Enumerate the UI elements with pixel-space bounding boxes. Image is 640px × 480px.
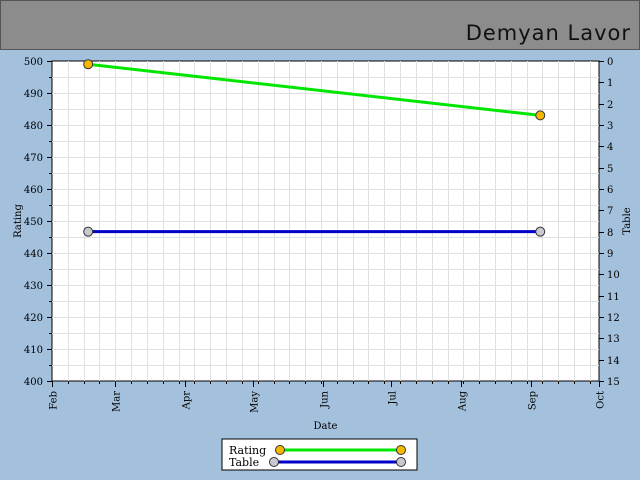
- y-tick-label-left: 490: [24, 89, 43, 100]
- data-point-rating: [535, 110, 546, 121]
- y-tick-label-right: 10: [607, 270, 620, 281]
- y-tick-label-left: 470: [24, 153, 43, 164]
- legend-label-rating: Rating: [229, 444, 266, 457]
- y-tick-label-right: 0: [607, 57, 613, 68]
- data-point-table: [535, 226, 546, 237]
- x-tick-label: Oct: [596, 391, 607, 409]
- y-tick-label-left: 460: [24, 185, 43, 196]
- data-point-table: [83, 226, 94, 237]
- legend: [221, 438, 418, 471]
- series-line-rating: [87, 62, 541, 117]
- legend-marker-rating: [275, 445, 285, 455]
- player-name-title: Demyan Lavor: [465, 21, 631, 45]
- y-tick-label-right: 12: [607, 313, 620, 324]
- y-tick-label-right: 3: [607, 121, 613, 132]
- x-axis-ticks: [52, 381, 600, 387]
- y-tick-label-left: 450: [24, 217, 43, 228]
- y-axis-right-ticks: [599, 61, 604, 382]
- y-tick-label-left: 440: [24, 249, 43, 260]
- y-tick-label-right: 1: [607, 78, 613, 89]
- x-tick-label: Mar: [112, 391, 123, 412]
- header-bar: Demyan Lavor: [0, 0, 640, 50]
- y-axis-left-title: Rating: [13, 204, 24, 238]
- y-tick-label-right: 4: [607, 142, 613, 153]
- x-tick-label: Jul: [388, 391, 399, 406]
- x-tick-label: Feb: [49, 391, 60, 410]
- x-tick-label: Aug: [458, 390, 469, 412]
- y-tick-label-left: 500: [24, 57, 43, 68]
- legend-box: [221, 438, 418, 471]
- y-tick-label-right: 8: [607, 228, 613, 239]
- legend-marker-table: [396, 457, 406, 467]
- x-tick-label: Apr: [182, 391, 193, 411]
- y-tick-label-right: 9: [607, 249, 613, 260]
- legend-marker-rating: [396, 445, 406, 455]
- y-tick-label-left: 480: [24, 121, 43, 132]
- y-tick-label-left: 430: [24, 281, 43, 292]
- y-tick-label-right: 15: [607, 377, 620, 388]
- y-tick-label-right: 2: [607, 100, 613, 111]
- y-tick-label-right: 7: [607, 206, 613, 217]
- y-tick-label-left: 400: [24, 377, 43, 388]
- y-tick-label-right: 13: [607, 334, 620, 345]
- y-axis-right-title: Table: [622, 207, 633, 234]
- y-axis-left-ticks: [47, 61, 52, 382]
- x-axis-title: Date: [314, 421, 338, 432]
- data-point-rating: [83, 59, 94, 70]
- y-tick-label-left: 420: [24, 313, 43, 324]
- y-tick-label-right: 6: [607, 185, 613, 196]
- legend-marker-table: [269, 457, 279, 467]
- x-tick-label: May: [250, 391, 261, 413]
- y-tick-label-right: 5: [607, 164, 613, 175]
- legend-label-table: Table: [229, 456, 259, 469]
- x-tick-label: Sep: [528, 391, 539, 410]
- y-tick-label-right: 11: [607, 292, 620, 303]
- grid: [52, 61, 599, 381]
- y-tick-label-left: 410: [24, 345, 43, 356]
- y-tick-label-right: 14: [607, 356, 620, 367]
- x-tick-label: Jun: [320, 390, 331, 408]
